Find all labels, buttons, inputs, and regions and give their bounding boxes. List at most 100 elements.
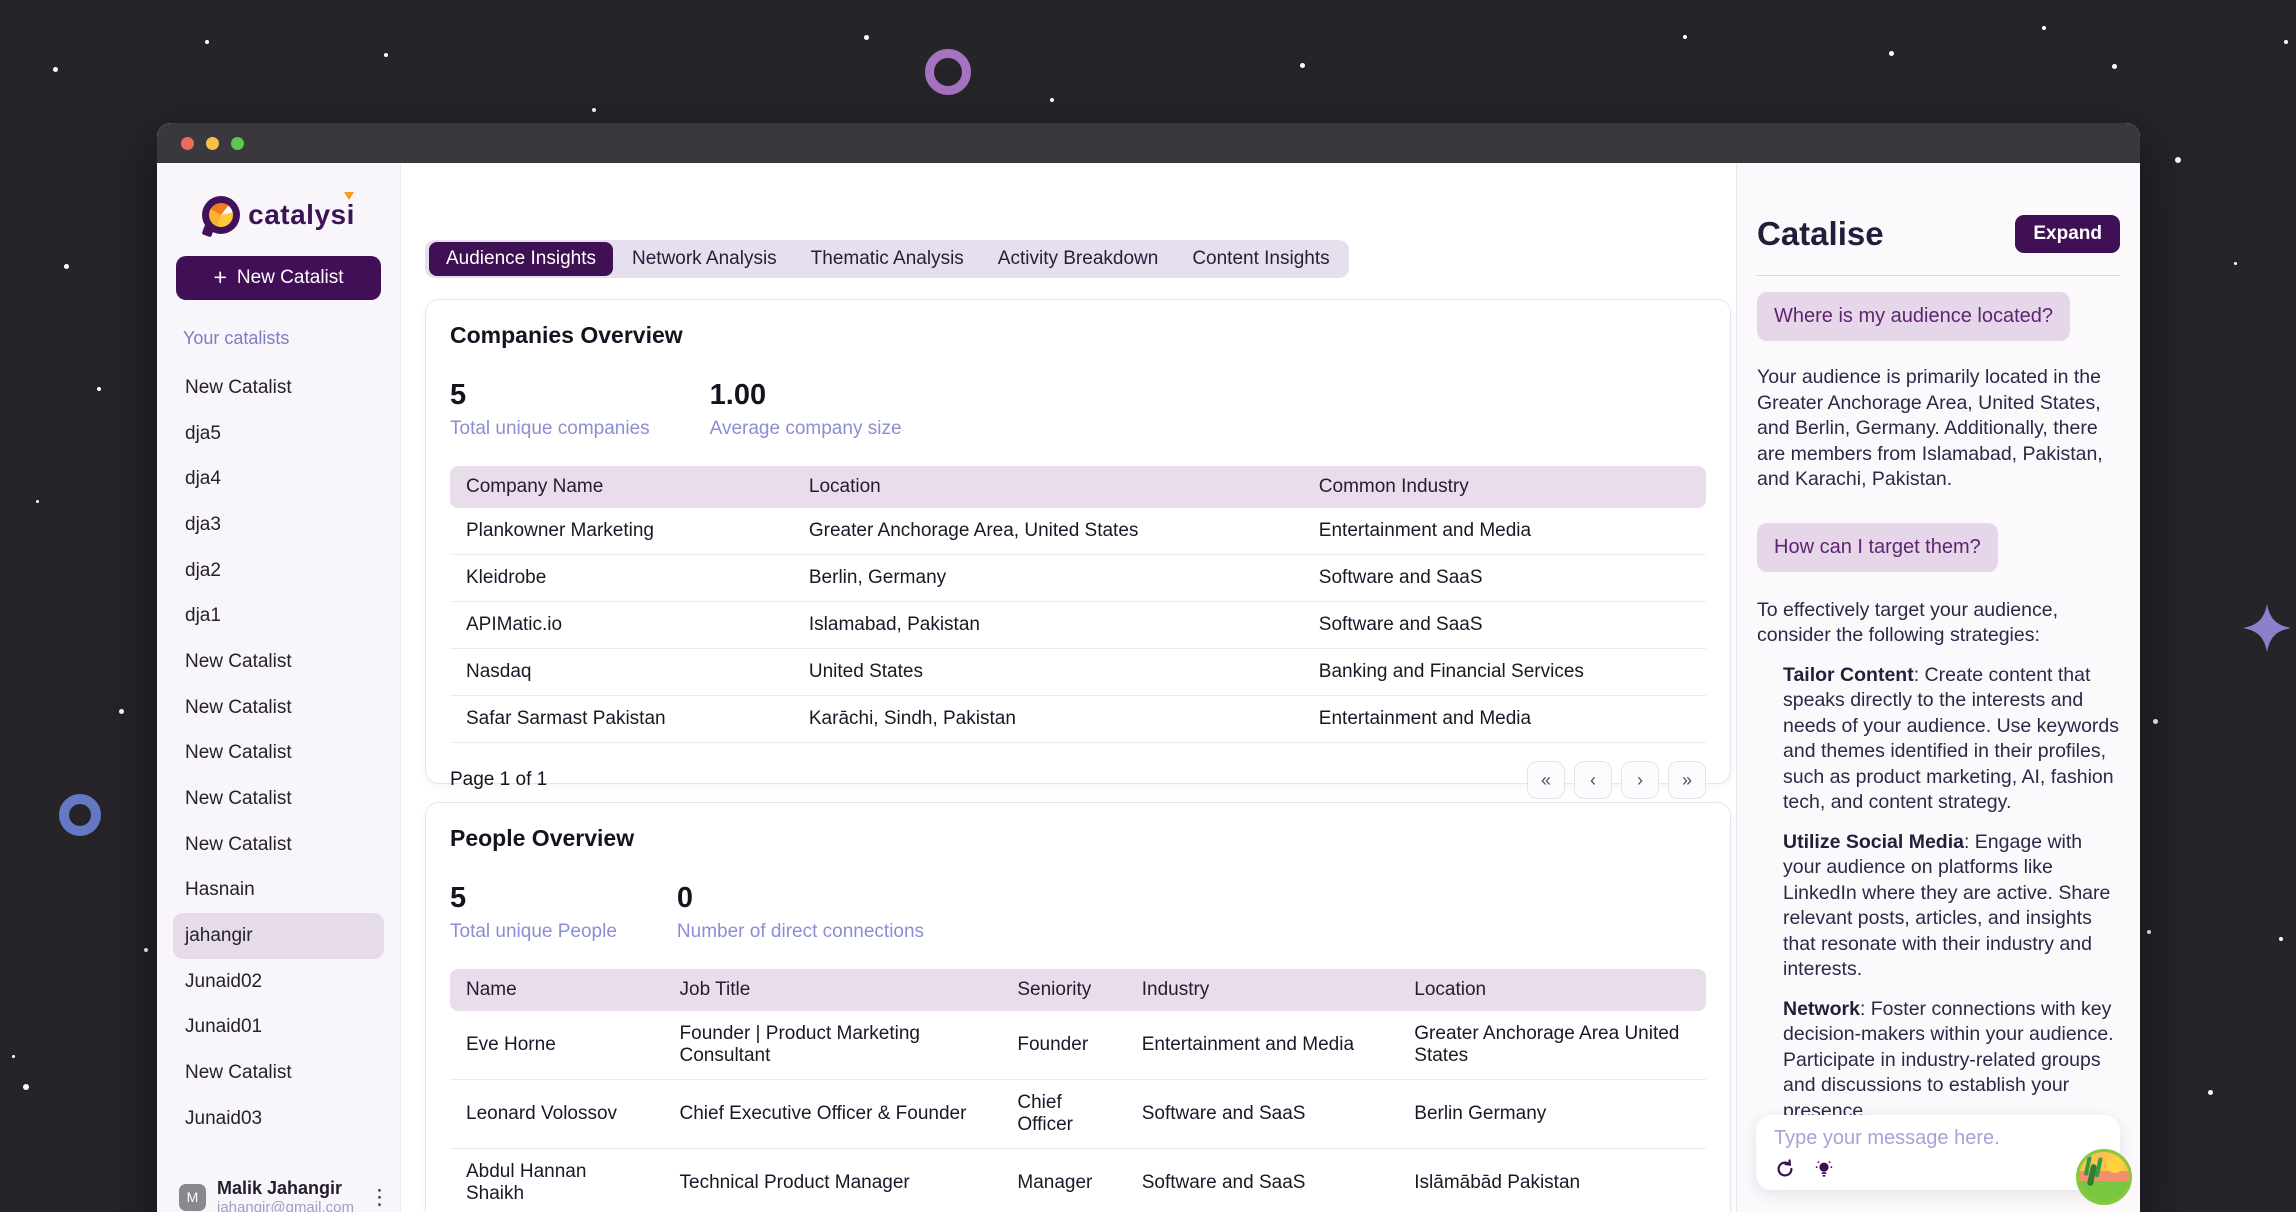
strategy-lead: Utilize Social Media bbox=[1783, 830, 1964, 853]
table-cell: Founder | Product Marketing Consultant bbox=[663, 1011, 1002, 1080]
question-chip-target-them[interactable]: How can I target them? bbox=[1757, 522, 1998, 572]
close-window-button[interactable] bbox=[181, 136, 194, 150]
catalysi-logo-icon bbox=[202, 196, 241, 234]
question-chip-audience-located[interactable]: Where is my audience located? bbox=[1757, 292, 2071, 341]
stat-total-people: 5 Total unique People bbox=[450, 882, 617, 942]
table-cell: Entertainment and Media bbox=[1302, 696, 1706, 743]
new-catalist-button[interactable]: + New Catalist bbox=[176, 256, 381, 300]
user-avatar: M bbox=[179, 1183, 206, 1211]
star-decoration bbox=[1683, 35, 1687, 39]
tab-network-analysis[interactable]: Network Analysis bbox=[632, 248, 777, 269]
column-header: Name bbox=[450, 969, 664, 1011]
user-email: jahangir@gmail.com bbox=[217, 1198, 354, 1212]
table-header-row: Name Job Title Seniority Industry Location bbox=[450, 969, 1706, 1011]
chat-input-card bbox=[1756, 1115, 2120, 1190]
strategy-lead: Tailor Content bbox=[1783, 663, 1914, 686]
lightbulb-icon[interactable] bbox=[1813, 1158, 1835, 1180]
table-cell: Greater Anchorage Area, United States bbox=[792, 508, 1303, 555]
people-overview-title: People Overview bbox=[450, 825, 635, 851]
sidebar-catalist-item-3[interactable]: dja3 bbox=[185, 513, 221, 535]
table-cell: Nasdaq bbox=[450, 649, 793, 696]
user-account-row[interactable]: M Malik Jahangir jahangir@gmail.com ⋮ bbox=[157, 1166, 400, 1212]
column-header: Company Name bbox=[450, 466, 793, 508]
star-decoration bbox=[53, 67, 58, 72]
star-decoration bbox=[2284, 40, 2288, 44]
table-cell: Kleidrobe bbox=[450, 555, 793, 602]
sidebar-catalist-item-13[interactable]: Junaid02 bbox=[185, 970, 263, 992]
table-row: Abdul Hannan Shaikh Technical Product Man… bbox=[450, 1149, 1706, 1212]
page-indicator: Page 1 of 1 bbox=[450, 769, 548, 790]
table-cell: Technical Product Manager bbox=[663, 1149, 1002, 1212]
sidebar-catalist-item-12[interactable]: jahangir bbox=[173, 913, 384, 959]
companies-pagination: Page 1 of 1 « ‹ › » bbox=[450, 761, 1706, 799]
last-page-button[interactable]: » bbox=[1668, 761, 1706, 799]
sidebar-catalist-item-7[interactable]: New Catalist bbox=[185, 696, 292, 718]
minimize-window-button[interactable] bbox=[206, 136, 219, 150]
table-cell: Berlin, Germany bbox=[792, 555, 1303, 602]
star-decoration bbox=[592, 108, 596, 112]
table-cell: Entertainment and Media bbox=[1302, 508, 1706, 555]
sidebar-catalist-item-10[interactable]: New Catalist bbox=[185, 833, 292, 855]
star-decoration bbox=[97, 387, 101, 391]
table-cell: Entertainment and Media bbox=[1125, 1011, 1399, 1080]
star-decoration bbox=[384, 53, 388, 57]
sidebar-catalist-item-1[interactable]: dja5 bbox=[185, 422, 221, 444]
stat-direct-connections: 0 Number of direct connections bbox=[676, 882, 925, 942]
sidebar-catalist-item-11[interactable]: Hasnain bbox=[185, 879, 255, 901]
star-decoration bbox=[2042, 26, 2046, 30]
sidebar-catalist-item-9[interactable]: New Catalist bbox=[185, 788, 292, 810]
star-decoration bbox=[205, 40, 209, 44]
star-decoration bbox=[2147, 930, 2151, 934]
star-decoration bbox=[1050, 98, 1054, 102]
table-cell: Software and SaaS bbox=[1302, 602, 1706, 649]
companies-overview-title: Companies Overview bbox=[450, 322, 683, 348]
beach-widget-badge[interactable] bbox=[2076, 1149, 2132, 1205]
star-decoration bbox=[2234, 262, 2237, 265]
sparkle-decoration bbox=[2243, 604, 2291, 652]
strategy-text: : Foster connections with key decision-m… bbox=[1783, 997, 2114, 1122]
sidebar-catalist-item-8[interactable]: New Catalist bbox=[185, 742, 292, 764]
user-menu-icon[interactable]: ⋮ bbox=[368, 1185, 390, 1209]
companies-stats: 5 Total unique companies 1.00 Average co… bbox=[450, 379, 1706, 440]
logo-accent bbox=[343, 192, 354, 200]
star-decoration bbox=[23, 1084, 29, 1090]
table-row: APIMatic.io Islamabad, Pakistan Software a… bbox=[450, 602, 1706, 649]
tab-activity-breakdown[interactable]: Activity Breakdown bbox=[997, 248, 1159, 269]
tab-thematic-analysis[interactable]: Thematic Analysis bbox=[810, 248, 964, 269]
table-cell: Founder bbox=[1001, 1011, 1126, 1080]
people-table: Name Job Title Seniority Industry Location Ev… bbox=[450, 969, 1706, 1212]
tab-audience-insights[interactable]: Audience Insights bbox=[429, 242, 613, 276]
table-cell: Greater Anchorage Area United States bbox=[1398, 1011, 1706, 1080]
sidebar-catalist-item-5[interactable]: dja1 bbox=[185, 605, 221, 627]
zoom-window-button[interactable] bbox=[231, 136, 244, 150]
table-header-row: Company Name Location Common Industry bbox=[450, 466, 1706, 508]
table-cell: Software and SaaS bbox=[1302, 555, 1706, 602]
catalise-chat-panel: Catalise Expand Where is my audience loc… bbox=[1736, 163, 2140, 1212]
next-page-button[interactable]: › bbox=[1621, 761, 1659, 799]
companies-table: Company Name Location Common Industry Plank… bbox=[450, 466, 1706, 743]
table-cell: Eve Horne bbox=[450, 1011, 664, 1080]
regenerate-icon[interactable] bbox=[1774, 1158, 1796, 1180]
sidebar-catalist-item-6[interactable]: New Catalist bbox=[185, 650, 292, 672]
chat-message-input[interactable] bbox=[1774, 1127, 2102, 1150]
star-decoration bbox=[2112, 64, 2117, 69]
first-page-button[interactable]: « bbox=[1527, 761, 1565, 799]
sidebar-catalist-item-0[interactable]: New Catalist bbox=[185, 376, 292, 398]
sidebar-catalist-item-15[interactable]: New Catalist bbox=[185, 1062, 292, 1084]
previous-page-button[interactable]: ‹ bbox=[1574, 761, 1612, 799]
tab-content-insights[interactable]: Content Insights bbox=[1192, 248, 1330, 269]
sidebar-catalist-item-14[interactable]: Junaid01 bbox=[185, 1016, 263, 1038]
table-cell: APIMatic.io bbox=[450, 602, 793, 649]
logo: catalysi bbox=[202, 192, 355, 234]
star-decoration bbox=[2175, 157, 2181, 163]
logo-text: catalysi bbox=[248, 192, 355, 231]
catalist-list: New Catalist dja5 dja4 dja3 dja2 dja1 New Cata… bbox=[157, 365, 400, 1166]
sidebar-catalist-item-2[interactable]: dja4 bbox=[185, 468, 221, 490]
sidebar-catalist-item-16[interactable]: Junaid03 bbox=[185, 1107, 263, 1129]
plus-icon: + bbox=[213, 263, 227, 290]
sidebar-catalist-item-4[interactable]: dja2 bbox=[185, 559, 221, 581]
table-cell: Abdul Hannan Shaikh bbox=[450, 1149, 664, 1212]
table-row: Nasdaq United States Banking and Financial… bbox=[450, 649, 1706, 696]
expand-button[interactable]: Expand bbox=[2015, 215, 2120, 253]
strategy-list: Tailor Content: Create content that spea… bbox=[1757, 663, 2120, 1190]
